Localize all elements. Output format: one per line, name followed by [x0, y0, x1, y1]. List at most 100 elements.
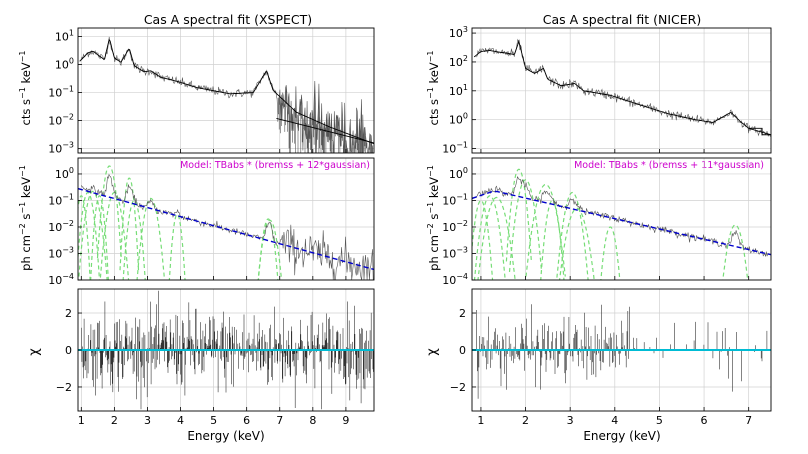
y-tick-label: 0: [65, 344, 72, 357]
y-axis-label-unfolded-nicer: ph cm−2 s−1 keV−1: [426, 165, 441, 271]
y-tick-label: −2: [450, 381, 466, 394]
x-tick-label: 4: [177, 414, 184, 427]
svg-text:ph cm−2 s−1 keV−1: ph cm−2 s−1 keV−1: [18, 165, 33, 271]
x-tick-label: 2: [111, 414, 118, 427]
y-tick-label: 103: [449, 25, 468, 40]
svg-text:cts s−1 keV−1: cts s−1 keV−1: [426, 51, 441, 126]
y-tick-label: 101: [55, 28, 74, 43]
continuum-series: [472, 190, 771, 256]
y-tick-label: 100: [55, 166, 74, 181]
y-tick-label: 10−1: [48, 85, 74, 100]
y-tick-label: 10−2: [442, 219, 468, 234]
panel-frame-counts-xspect: [77, 27, 375, 154]
x-tick-label: 3: [144, 414, 151, 427]
gaussian-line: [78, 195, 91, 280]
y-tick-label: −2: [56, 381, 72, 394]
gaussian-line: [508, 179, 543, 272]
x-tick-label: 3: [567, 414, 574, 427]
x-tick-label: 4: [611, 414, 618, 427]
plot-area-unfolded-nicer: [472, 168, 771, 280]
plot-area-residuals-xspect: [78, 290, 374, 410]
y-tick-label: 102: [449, 54, 468, 69]
counts-model-series: [473, 40, 771, 136]
y-tick-label: 101: [449, 83, 468, 98]
counts-model-series: [79, 38, 374, 145]
svg-text:ph cm−2 s−1 keV−1: ph cm−2 s−1 keV−1: [426, 165, 441, 271]
panel-frame-unfolded-nicer: [471, 157, 772, 281]
plot-area-counts-nicer: [473, 38, 771, 137]
plot-area-residuals-nicer: [472, 304, 771, 399]
y-axis-label-unfolded-xspect: ph cm−2 s−1 keV−1: [18, 165, 33, 271]
y-tick-label: 100: [449, 112, 468, 127]
gaussian-line: [477, 196, 516, 280]
y-tick-label: 100: [55, 56, 74, 71]
panel-unfolded-xspect: 10−4 10−3 10−2 10−1 100: [48, 157, 375, 287]
counts-model-tail: [276, 117, 374, 144]
y-tick-label: 10−1: [442, 141, 468, 156]
y-axis-label-counts-xspect: cts s−1 keV−1: [18, 51, 33, 126]
y-tick-label: 10−2: [48, 219, 74, 234]
svg-text:χ: χ: [425, 348, 440, 356]
y-axis-label-counts-nicer: cts s−1 keV−1: [426, 51, 441, 126]
y-axis-label-residuals-xspect: χ: [27, 348, 42, 356]
y-tick-label: 10−2: [48, 113, 74, 128]
panel-frame-unfolded-xspect: [77, 157, 375, 281]
gaussian-line: [78, 190, 108, 280]
counts-data-series: [476, 38, 771, 137]
y-tick-label: 10−4: [442, 272, 468, 287]
x-tick-label: 6: [243, 414, 250, 427]
y-tick-label: 10−3: [48, 245, 74, 260]
svg-text:χ: χ: [27, 348, 42, 356]
y-tick-label: 2: [65, 307, 72, 320]
x-tick-label: 5: [210, 414, 217, 427]
x-tick-label: 7: [745, 414, 752, 427]
x-tick-label: 8: [309, 414, 316, 427]
gaussian-line: [505, 168, 532, 262]
gaussian-line: [96, 165, 122, 259]
model-label-nicer: Model: TBabs * (bremss + 11*gaussian): [574, 160, 764, 171]
gaussian-line: [90, 195, 109, 280]
panel-counts-nicer: 10−1 100 101 102 103: [442, 25, 772, 156]
y-tick-label: 10−3: [48, 141, 74, 156]
y-tick-label: 100: [449, 166, 468, 181]
y-tick-label: 10−1: [48, 192, 74, 207]
panel-residuals-nicer: −2 0 2 1 2 3 4 5 6 7: [450, 288, 772, 427]
gaussian-line: [136, 197, 166, 280]
gaussian-line: [168, 213, 186, 280]
svg-text:cts s−1 keV−1: cts s−1 keV−1: [18, 51, 33, 126]
x-tick-label: 2: [522, 414, 529, 427]
gaussian-line: [78, 191, 101, 280]
gaussian-line: [122, 199, 146, 280]
y-tick-label: 2: [459, 307, 466, 320]
y-tick-label: 10−3: [442, 245, 468, 260]
chart-title-xspect: Cas A spectral fit (XSPECT): [144, 12, 312, 27]
gaussian-line: [558, 207, 595, 280]
x-tick-label: 7: [276, 414, 283, 427]
x-tick-label: 1: [477, 414, 484, 427]
panel-residuals-xspect: −2 0 2 1 2 3 4 5 6 7 8 9: [56, 288, 375, 427]
continuum-series: [78, 187, 374, 271]
x-tick-label: 6: [701, 414, 708, 427]
x-tick-label: 5: [656, 414, 663, 427]
y-tick-label: 10−4: [48, 272, 74, 287]
y-tick-label: 10−1: [442, 192, 468, 207]
x-tick-label: 1: [78, 414, 85, 427]
x-axis-label-xspect: Energy (keV): [187, 429, 264, 443]
gaussian-line: [257, 219, 283, 280]
chart-title-nicer: Cas A spectral fit (NICER): [543, 12, 701, 27]
unfolded-data-series: [476, 175, 771, 257]
counts-data-series: [81, 36, 374, 153]
gaussian-line: [540, 199, 565, 280]
y-tick-label: 0: [459, 344, 466, 357]
plot-area-unfolded-xspect: [78, 165, 374, 280]
gaussian-line: [556, 191, 589, 280]
gaussian-line: [525, 183, 566, 277]
panel-unfolded-nicer: 10−4 10−3 10−2 10−1 100: [442, 157, 772, 287]
x-axis-label-nicer: Energy (keV): [583, 429, 660, 443]
gaussian-line: [119, 177, 140, 271]
gaussian-line: [600, 226, 621, 280]
x-tick-label: 9: [342, 414, 349, 427]
gaussian-line: [473, 195, 506, 280]
gaussian-line: [722, 224, 749, 280]
